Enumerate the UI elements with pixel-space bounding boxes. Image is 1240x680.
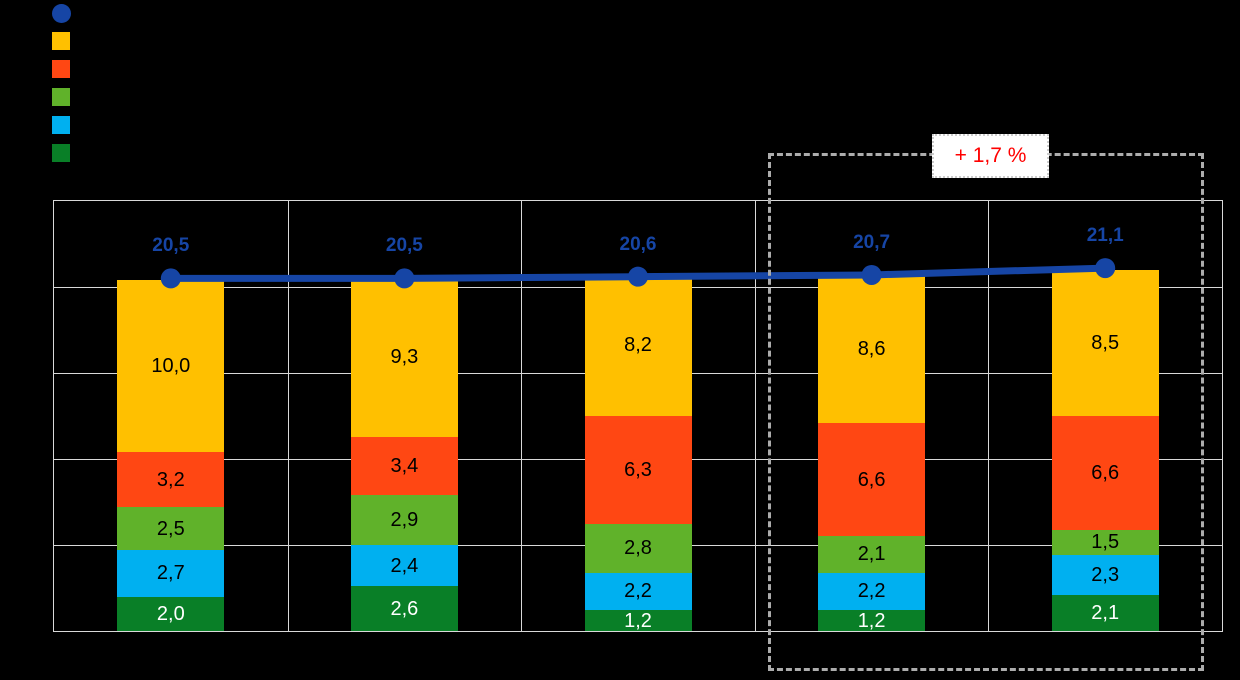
bar-segment-yellow: 10,0 [117,280,225,453]
bar-segment-label: 2,6 [390,597,419,620]
bar-segment-light-blue: 2,3 [1051,555,1159,595]
bar-segment-green: 2,8 [584,524,692,573]
line-point-marker [160,268,181,289]
legend-item [52,116,71,134]
bar-segment-label: 3,2 [156,468,185,491]
gridline-vertical [988,201,990,631]
bar-segment-label: 2,8 [624,537,652,560]
bar-segment-orange: 6,6 [818,422,926,537]
bar-segment-light-blue: 2,2 [818,572,926,611]
line-value-label: 20,7 [853,231,891,253]
legend-square-marker [52,116,70,134]
bar-segment-label: 2,9 [390,509,419,532]
gridline-vertical [521,201,523,631]
bar-segment-dark-green: 1,2 [818,609,926,632]
bar-segment-green: 1,5 [1051,529,1159,556]
bar-segment-label: 2,2 [857,580,886,603]
legend-circle-marker [52,3,71,23]
bar-segment-label: 2,5 [156,517,185,540]
bar-segment-label: 2,2 [624,580,652,603]
bar-segment-green: 2,1 [818,536,926,573]
bar-segment-orange: 3,2 [117,452,225,508]
bar-segment-yellow: 9,3 [350,276,458,437]
bar-segment-orange: 6,6 [1051,416,1159,530]
gridline-vertical [754,201,756,631]
line-value-label: 20,6 [619,233,657,255]
annotation-label: + 1,7 % [932,134,1049,178]
bar-segment-label: 2,1 [857,543,886,566]
plot-area: 2,0 2,7 2,5 3,2 10,0 2,6 2,4 2,9 3,4 9,3 1,2 2,2 2,8… [53,200,1223,632]
bar-segment-orange: 6,3 [584,416,692,525]
line-point-marker [861,264,882,285]
bar-segment-label: 3,4 [390,454,419,477]
line-point-marker [628,266,648,287]
legend-item [52,88,71,106]
bar-segment-light-blue: 2,2 [584,572,692,611]
bar-segment-label: 1,2 [857,609,886,632]
bar-segment-label: 6,6 [857,468,886,491]
bar-segment-green: 2,9 [350,495,458,545]
bar-segment-yellow: 8,6 [818,274,926,423]
bar-segment-label: 8,6 [857,337,886,360]
bar-segment-label: 2,1 [1091,601,1120,624]
bar-segment-yellow: 8,5 [1051,269,1159,416]
line-point-marker [1095,258,1116,279]
legend-item [52,144,71,162]
bar-segment-label: 2,3 [1091,564,1120,587]
bar-segment-green: 2,5 [117,507,225,551]
bar-segment-orange: 3,4 [350,436,458,496]
line-value-label: 21,1 [1086,225,1124,247]
legend-item [52,60,71,78]
chart-legend [52,3,71,162]
legend-square-marker [52,60,70,78]
bar-segment-label: 10,0 [151,355,191,378]
bar-segment-label: 1,2 [624,609,652,632]
highlight-box [768,153,1204,671]
line-value-label: 20,5 [385,235,423,257]
bar-segment-label: 2,4 [390,554,419,577]
bar-segment-dark-green: 2,0 [117,596,225,631]
bar-segment-label: 6,6 [1091,461,1120,484]
legend-square-marker [52,88,70,106]
annotation-text: + 1,7 % [954,144,1027,167]
legend-item [52,32,71,50]
bar-segment-yellow: 8,2 [584,274,692,416]
bar-segment-light-blue: 2,7 [117,550,225,597]
bar-segment-label: 8,5 [1091,331,1120,354]
legend-item [52,3,71,23]
bar-segment-dark-green: 2,1 [1051,594,1159,631]
bar-segment-label: 6,3 [624,459,652,482]
line-value-label: 20,5 [152,235,190,257]
bar-segment-label: 9,3 [390,345,419,368]
legend-square-marker [52,32,70,50]
gridline-vertical [287,201,289,631]
bar-segment-dark-green: 1,2 [584,609,692,632]
legend-square-marker [52,144,70,162]
bar-segment-label: 2,7 [156,562,185,585]
line-point-marker [394,268,415,289]
bar-segment-label: 8,2 [624,334,652,357]
total-line-chart [160,258,1116,289]
bar-segment-label: 1,5 [1091,531,1120,554]
bar-segment-light-blue: 2,4 [350,545,458,587]
bar-segment-label: 2,0 [156,602,185,625]
bar-segment-dark-green: 2,6 [350,586,458,631]
